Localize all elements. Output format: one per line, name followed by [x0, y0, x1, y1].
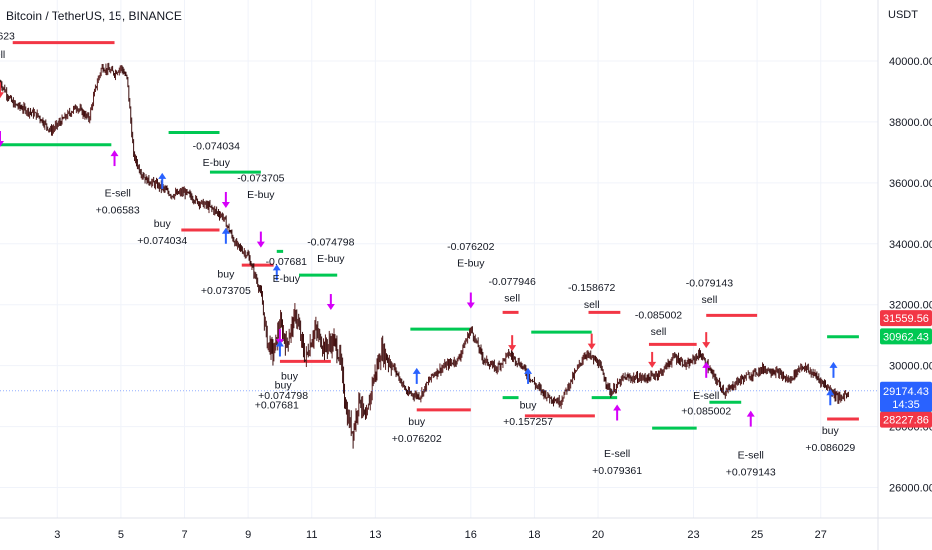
- time-tick-label: 25: [751, 529, 763, 541]
- time-tick-label: 3: [54, 529, 60, 541]
- time-tick-label: 13: [369, 529, 381, 541]
- arrow-head: [702, 342, 710, 348]
- magenta-up-arrow-icon: [747, 411, 755, 427]
- price-tick-label: 36000.00: [889, 178, 932, 190]
- signal-annotation: E-sell: [738, 450, 764, 462]
- signal-annotation: E-buy: [247, 189, 275, 201]
- time-tick-label: 27: [815, 529, 827, 541]
- arrow-head: [613, 404, 621, 410]
- current-price-label: 29174.43: [883, 386, 929, 398]
- signal-annotation: -0.076202: [447, 241, 494, 253]
- time-tick-label: 7: [181, 529, 187, 541]
- magenta-down-arrow-icon: [327, 294, 335, 310]
- signal-annotation: -0.07681: [266, 256, 308, 268]
- time-tick-label: 18: [528, 529, 540, 541]
- time-tick-label: 23: [687, 529, 699, 541]
- signal-annotation: +0.086029: [805, 442, 855, 454]
- magenta-down-arrow-icon: [257, 232, 265, 248]
- signal-annotation: E-sell: [105, 188, 131, 200]
- signal-annotation: -0.085002: [635, 309, 682, 321]
- signal-annotation: +0.074034: [137, 235, 187, 247]
- signal-annotation: buy: [822, 425, 840, 437]
- arrow-head: [588, 344, 596, 350]
- price-candles: [0, 63, 848, 449]
- signal-annotation: sell: [651, 326, 667, 338]
- signal-annotation: -0.073705: [237, 172, 284, 184]
- magenta-up-arrow-icon: [111, 150, 119, 166]
- signal-annotation: sell: [702, 294, 718, 306]
- arrow-head: [829, 362, 837, 368]
- price-tick-label: 38000.00: [889, 117, 932, 129]
- price-tick-label: 26000.00: [889, 483, 932, 495]
- signal-annotation: +0.079361: [592, 465, 642, 477]
- arrow-head: [648, 362, 656, 368]
- signal-markers: [0, 82, 837, 426]
- signal-annotation: -0.074034: [193, 140, 240, 152]
- time-tick-label: 9: [245, 529, 251, 541]
- signal-annotation: E-buy: [317, 253, 345, 265]
- signal-annotation: +0.076202: [392, 433, 442, 445]
- countdown-label: 14:35: [892, 399, 920, 411]
- magenta-down-arrow-icon: [222, 192, 230, 208]
- signal-annotation: E-buy: [203, 157, 231, 169]
- signal-annotation: +0.157257: [503, 416, 553, 428]
- arrow-head: [222, 202, 230, 208]
- signal-annotation: sell: [504, 293, 520, 305]
- blue-up-arrow-icon: [413, 368, 421, 384]
- arrow-head: [327, 304, 335, 310]
- magenta-down-arrow-icon: [467, 293, 475, 309]
- price-tag-label: 28227.86: [883, 415, 929, 427]
- signal-annotation: E-buy: [273, 273, 301, 285]
- time-tick-label: 11: [306, 529, 317, 541]
- signal-annotation: -0.074798: [307, 236, 354, 248]
- time-tick-label: 20: [592, 529, 604, 541]
- arrow-head: [111, 150, 119, 156]
- arrow-head: [0, 92, 4, 98]
- magenta-up-arrow-icon: [613, 404, 621, 420]
- arrow-head: [413, 368, 421, 374]
- signal-annotation: buy: [154, 218, 172, 230]
- price-tick-label: 32000.00: [889, 300, 932, 312]
- signal-annotation: +0.073705: [201, 285, 251, 297]
- price-tag-label: 30962.43: [883, 331, 929, 343]
- arrow-head: [747, 411, 755, 417]
- signal-annotation: buy: [408, 416, 426, 428]
- arrow-head: [467, 303, 475, 309]
- signal-annotation: +0.085002: [681, 405, 731, 417]
- signal-annotation: E-sell: [604, 448, 630, 460]
- price-tag-label: 31559.56: [883, 313, 929, 325]
- signal-annotation: 1623: [0, 31, 15, 43]
- arrow-head: [702, 362, 710, 368]
- signal-annotation: ell: [0, 49, 5, 61]
- red-down-arrow-icon: [508, 335, 516, 351]
- arrow-head: [158, 173, 166, 179]
- signal-annotation: buy: [520, 399, 538, 411]
- signal-annotation: +0.06583: [96, 204, 140, 216]
- arrow-head: [257, 242, 265, 248]
- signal-annotation: -0.079143: [686, 277, 733, 289]
- signal-annotation: -0.158672: [568, 282, 615, 294]
- signal-annotation: sell: [584, 299, 600, 311]
- signal-annotation: E-sell: [693, 390, 719, 402]
- signal-annotation: -0.077946: [489, 276, 536, 288]
- time-tick-label: 5: [118, 529, 124, 541]
- price-tick-label: 40000.00: [889, 56, 932, 68]
- signal-annotation: +0.079143: [726, 466, 776, 478]
- signal-annotation: E-buy: [457, 258, 485, 270]
- blue-up-arrow-icon: [829, 362, 837, 378]
- arrow-head: [508, 345, 516, 351]
- signal-annotation: buy: [217, 268, 235, 280]
- price-tick-label: 30000.00: [889, 361, 932, 373]
- price-tick-label: 34000.00: [889, 239, 932, 251]
- red-down-arrow-icon: [702, 332, 710, 348]
- signal-annotation: +0.07681: [255, 399, 299, 411]
- time-tick-label: 16: [465, 529, 477, 541]
- red-down-arrow-icon: [588, 334, 596, 350]
